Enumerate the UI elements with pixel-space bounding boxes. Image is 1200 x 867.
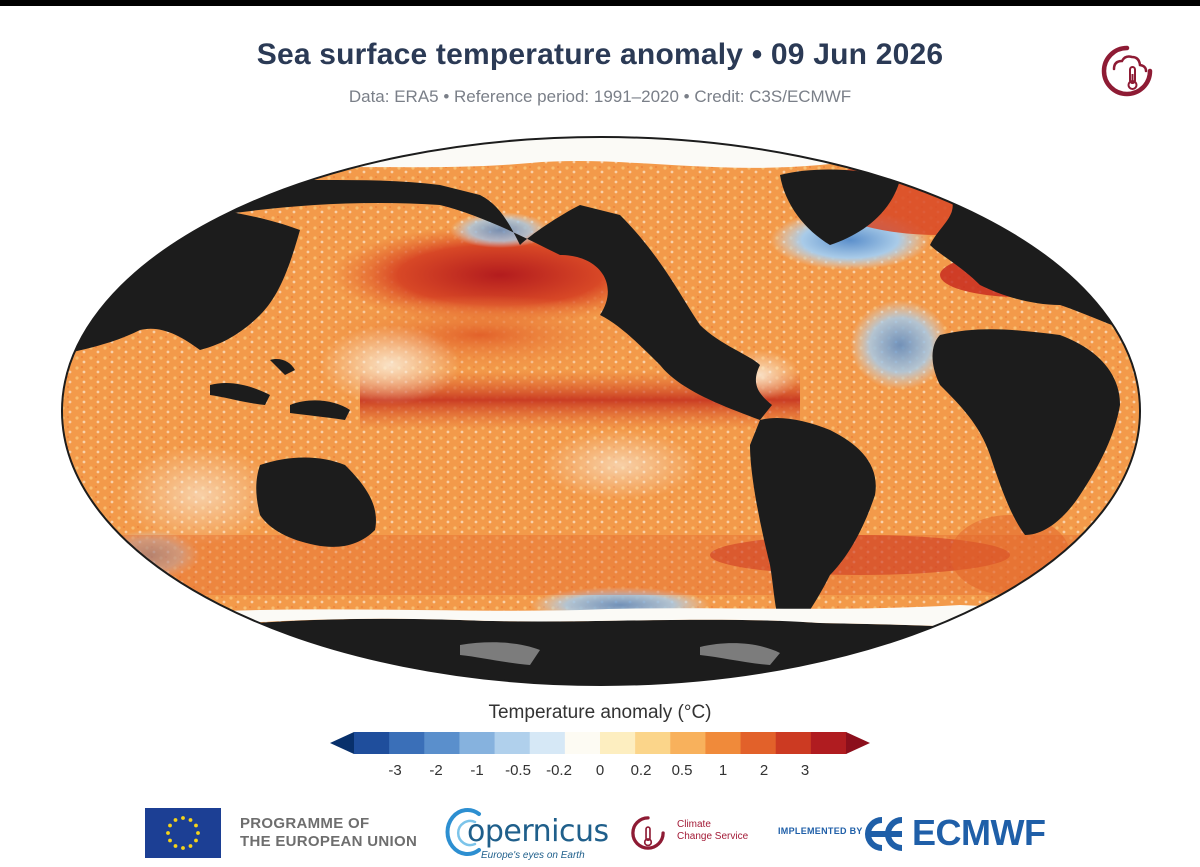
colorbar-swatch xyxy=(705,732,742,754)
colorbar-ticks: -3 -2 -1 -0.5 -0.2 0 0.2 0.5 1 2 3 xyxy=(330,762,870,782)
implemented-by-label: IMPLEMENTED BY xyxy=(778,826,863,836)
footer-logos: PROGRAMME OF THE EUROPEAN UNION opernicu… xyxy=(0,800,1200,867)
sst-anomaly-map xyxy=(61,136,1141,686)
colorbar xyxy=(330,732,870,754)
eu-star-icon xyxy=(168,838,172,843)
copernicus-c-icon xyxy=(445,808,481,856)
copernicus-tagline: Europe's eyes on Earth xyxy=(481,850,585,861)
eu-star-icon xyxy=(194,823,198,828)
eu-star-icon xyxy=(181,816,185,820)
colorbar-tick-label: 0.2 xyxy=(630,762,652,779)
colorbar-max-extension xyxy=(846,732,870,754)
colorbar-tick-label: -3 xyxy=(388,762,402,779)
ecmwf-word: ECMWF xyxy=(912,812,1046,853)
eu-star-icon xyxy=(168,823,172,828)
eu-star-icon xyxy=(188,818,193,822)
eu-programme-line1: PROGRAMME OF xyxy=(240,815,370,832)
legend-title: Temperature anomaly (°C) xyxy=(488,702,712,723)
ecmwf-logo: ECMWF xyxy=(860,810,1060,854)
eu-star-icon xyxy=(173,818,178,822)
ccs-text: Climate Change Service xyxy=(677,819,748,843)
climate-change-service-logo-icon xyxy=(1101,45,1153,97)
ccs-line1: Climate xyxy=(677,819,711,830)
eu-star-icon xyxy=(173,844,178,848)
colorbar-swatch xyxy=(389,732,425,754)
top-border xyxy=(0,0,1200,6)
eu-programme-line2: THE EUROPEAN UNION xyxy=(240,833,418,850)
ccs-emblem-icon xyxy=(631,816,665,850)
colorbar-tick-label: -0.5 xyxy=(505,762,531,779)
colorbar-swatch xyxy=(600,732,636,754)
ecmwf-emblem-icon xyxy=(865,817,903,851)
colorbar-swatch xyxy=(635,732,671,754)
colorbar-swatch xyxy=(529,732,566,754)
eu-star-icon xyxy=(194,838,198,843)
colorbar-min-extension xyxy=(330,732,354,754)
colorbar-swatch xyxy=(459,732,496,754)
eu-flag-icon xyxy=(145,808,221,858)
colorbar-tick-label: 0 xyxy=(595,762,605,779)
colorbar-swatch xyxy=(670,732,706,754)
copernicus-logo: opernicus Europe's eyes on Earth xyxy=(445,802,609,862)
colorbar-swatch xyxy=(424,732,460,754)
eu-programme-text: PROGRAMME OF THE EUROPEAN UNION xyxy=(240,815,417,851)
colorbar-tick-label: 1 xyxy=(718,762,728,779)
colorbar-swatch xyxy=(494,732,531,754)
colorbar-swatch xyxy=(354,732,390,754)
colorbar-tick-label: 0.5 xyxy=(671,762,693,779)
page-subtitle: Data: ERA5 • Reference period: 1991–2020… xyxy=(348,87,852,106)
colorbar-swatch xyxy=(740,732,777,754)
colorbar-swatch xyxy=(775,732,812,754)
colorbar-tick-label: 2 xyxy=(759,762,769,779)
eu-star-icon xyxy=(196,831,200,835)
copernicus-word: opernicus xyxy=(467,814,609,849)
page-title: Sea surface temperature anomaly • 09 Jun… xyxy=(256,38,944,71)
colorbar-tick-label: -0.2 xyxy=(546,762,572,779)
colorbar-tick-label: -2 xyxy=(429,762,443,779)
colorbar-swatch xyxy=(810,732,847,754)
colorbar-tick-label: 3 xyxy=(800,762,810,779)
eu-star-icon xyxy=(181,846,185,850)
ccs-line2: Change Service xyxy=(677,831,749,842)
colorbar-tick-label: -1 xyxy=(470,762,484,779)
climate-change-service-footer-logo: Climate Change Service xyxy=(625,806,765,860)
colorbar-swatch xyxy=(564,732,601,754)
eu-star-icon xyxy=(166,831,170,835)
eu-star-icon xyxy=(188,844,193,848)
